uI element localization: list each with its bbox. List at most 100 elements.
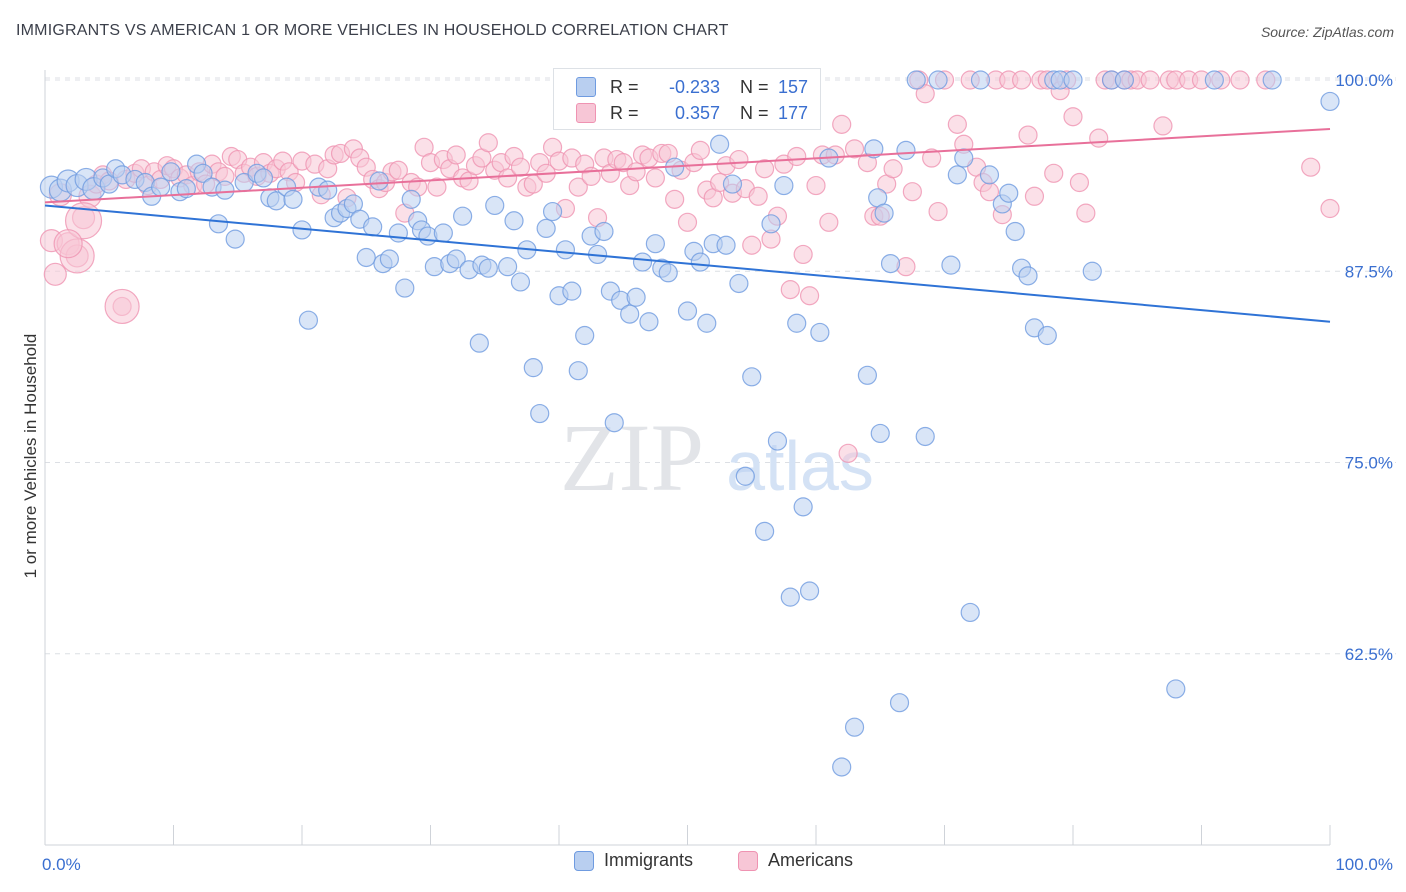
immigrants-point bbox=[498, 257, 518, 277]
axes bbox=[44, 70, 1331, 846]
immigrants-point bbox=[1262, 70, 1282, 90]
immigrants-point bbox=[947, 165, 967, 185]
immigrants-point bbox=[626, 287, 646, 307]
americans-point bbox=[748, 186, 768, 206]
americans-point bbox=[645, 168, 665, 188]
source-label: Source: ZipAtlas.com bbox=[1260, 24, 1394, 40]
immigrants-point bbox=[722, 174, 743, 194]
immigrants-point bbox=[857, 365, 878, 385]
immigrants-point bbox=[710, 134, 730, 154]
immigrants-point bbox=[880, 254, 901, 274]
immigrants-point bbox=[954, 148, 974, 168]
immigrants-point bbox=[620, 304, 640, 324]
americans-point bbox=[928, 201, 948, 222]
stats-n-label: N = bbox=[740, 102, 769, 123]
immigrants-point bbox=[999, 183, 1019, 203]
americans-point bbox=[754, 159, 775, 179]
trend-lines bbox=[44, 127, 1331, 323]
immigrants-point bbox=[151, 177, 171, 197]
immigrants-point bbox=[915, 426, 935, 447]
immigrants-point bbox=[677, 301, 698, 321]
immigrants-trend-line bbox=[44, 204, 1331, 323]
americans-point bbox=[1301, 157, 1321, 177]
stats-n-value: 177 bbox=[778, 102, 809, 123]
watermark: ZIP atlas bbox=[560, 404, 874, 511]
americans-point bbox=[1089, 128, 1109, 148]
americans-point bbox=[1230, 70, 1250, 90]
americans-point bbox=[498, 168, 518, 188]
immigrants-point bbox=[193, 163, 213, 183]
americans-point bbox=[819, 212, 839, 232]
stats-r-value: -0.233 bbox=[668, 76, 720, 97]
legend-item-immigrants[interactable]: Immigrants bbox=[574, 850, 693, 871]
americans-point bbox=[838, 443, 858, 463]
americans-point bbox=[64, 202, 103, 240]
immigrants-point bbox=[754, 521, 775, 541]
immigrants-point bbox=[298, 310, 319, 330]
immigrants-point bbox=[941, 255, 961, 275]
americans-point bbox=[43, 262, 67, 286]
immigrants-point bbox=[523, 358, 543, 378]
americans-point bbox=[1076, 203, 1096, 223]
immigrants-point bbox=[742, 367, 762, 387]
immigrants-point bbox=[645, 234, 665, 254]
americans-trend-line bbox=[44, 127, 1331, 204]
americans-point bbox=[922, 148, 942, 168]
americans-point bbox=[793, 244, 813, 265]
immigrants-point bbox=[363, 217, 383, 237]
americans-point bbox=[568, 177, 588, 197]
immigrants-point bbox=[446, 249, 466, 269]
immigrants-point bbox=[215, 180, 235, 200]
immigrants-point bbox=[594, 221, 614, 242]
stats-r-label: R = bbox=[610, 76, 639, 97]
watermark-atlas: atlas bbox=[726, 427, 874, 505]
americans-point bbox=[1044, 163, 1064, 183]
stats-n-label: N = bbox=[740, 76, 769, 97]
americans-point bbox=[780, 280, 800, 300]
immigrants-point bbox=[632, 252, 653, 272]
immigrants-point bbox=[793, 497, 813, 517]
immigrants-point bbox=[356, 247, 376, 268]
americans-point bbox=[510, 157, 531, 177]
legend-label-immigrants: Immigrants bbox=[604, 850, 694, 870]
americans-point bbox=[427, 177, 447, 197]
immigrants-swatch bbox=[576, 77, 596, 97]
legend-swatch-americans bbox=[738, 850, 758, 871]
americans-point bbox=[1011, 70, 1032, 90]
watermark-zip: ZIP bbox=[560, 404, 704, 511]
stats-n-value: 157 bbox=[778, 76, 809, 97]
americans-point bbox=[1018, 125, 1038, 145]
immigrants-point bbox=[787, 313, 807, 333]
immigrants-point bbox=[568, 361, 588, 381]
immigrants-point bbox=[453, 206, 473, 226]
immigrants-point bbox=[780, 587, 800, 607]
immigrants-point bbox=[424, 257, 444, 277]
immigrants-point bbox=[1005, 221, 1025, 242]
immigrants-point bbox=[530, 403, 550, 424]
immigrants-point bbox=[979, 165, 1000, 185]
americans-point bbox=[1140, 70, 1160, 90]
immigrants-point bbox=[1320, 91, 1340, 112]
americans-point bbox=[832, 114, 852, 134]
immigrants-point bbox=[485, 195, 505, 216]
immigrants-point bbox=[1204, 70, 1224, 90]
legend-item-americans[interactable]: Americans bbox=[738, 850, 853, 871]
immigrants-point bbox=[844, 717, 865, 737]
americans-point bbox=[787, 146, 807, 167]
immigrants-point bbox=[1082, 261, 1102, 281]
immigrants-point bbox=[864, 139, 884, 159]
immigrants-point bbox=[906, 70, 926, 90]
americans-point bbox=[729, 149, 749, 170]
immigrants-point bbox=[401, 189, 421, 209]
americans-point bbox=[915, 84, 935, 104]
americans-swatch bbox=[576, 103, 596, 123]
immigrants-point bbox=[716, 235, 736, 255]
immigrants-point bbox=[658, 263, 678, 283]
immigrants-point bbox=[562, 281, 582, 301]
americans-point bbox=[446, 145, 466, 165]
immigrants-point bbox=[810, 322, 830, 343]
americans-point bbox=[799, 286, 820, 306]
americans-point bbox=[902, 182, 922, 202]
immigrants-point bbox=[433, 223, 453, 243]
